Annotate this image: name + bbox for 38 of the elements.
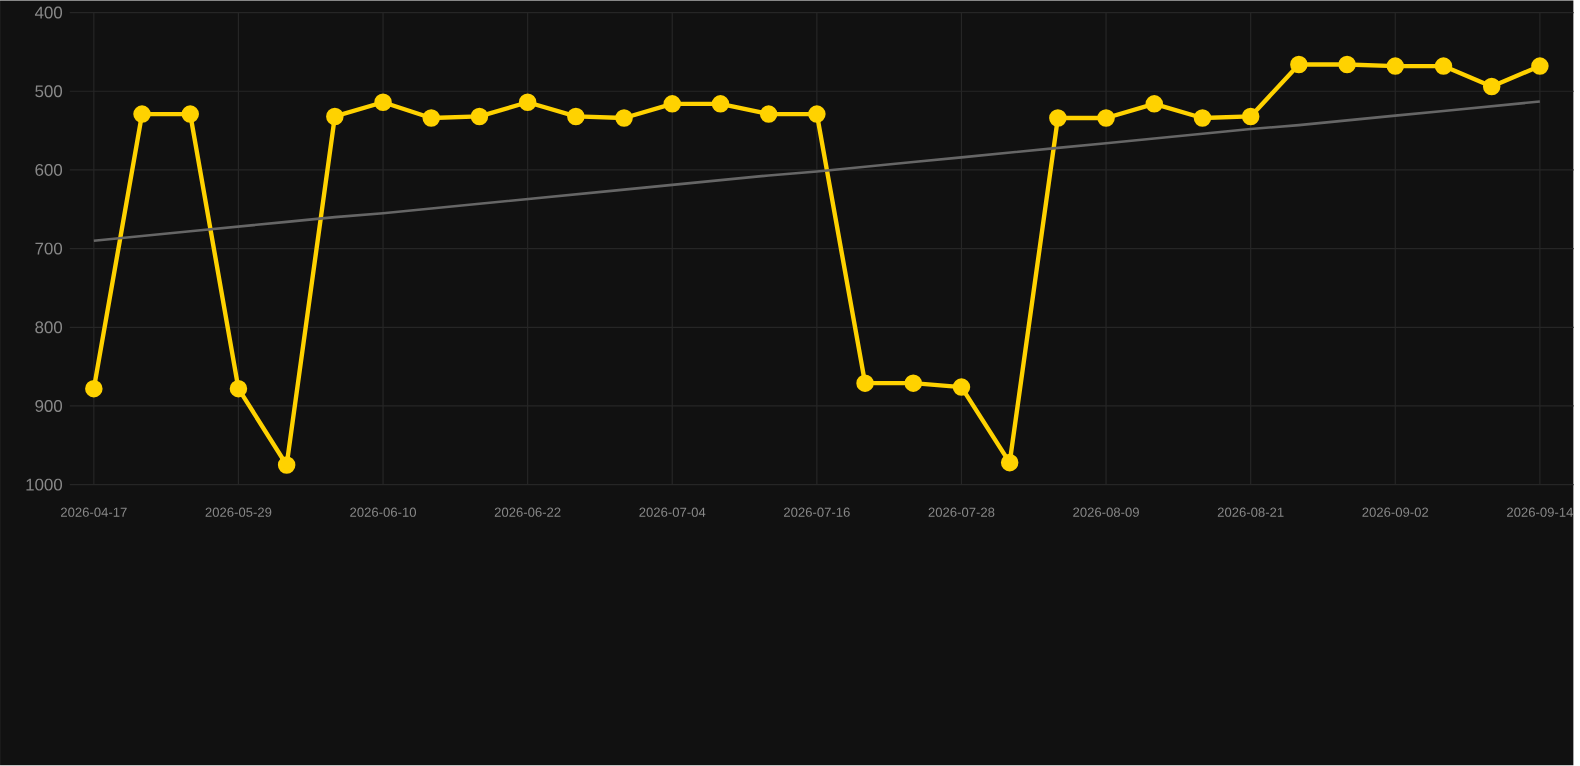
point <box>567 107 585 126</box>
point <box>1386 57 1405 76</box>
point <box>1000 454 1019 472</box>
point <box>663 95 682 113</box>
point <box>1145 95 1164 113</box>
point <box>856 374 874 393</box>
y-tick-label: 1000 <box>26 478 63 491</box>
point <box>1049 109 1067 128</box>
point <box>1338 56 1356 74</box>
y-tick-label: 800 <box>35 321 63 334</box>
point <box>759 105 778 124</box>
point <box>85 380 103 398</box>
y-tick-label: 400 <box>34 6 63 19</box>
point <box>181 105 199 124</box>
point <box>1241 107 1260 126</box>
point <box>518 93 537 112</box>
point <box>1434 57 1453 76</box>
y-tick-label: 500 <box>35 85 63 98</box>
point <box>1290 56 1308 74</box>
point <box>277 456 296 474</box>
point <box>1097 109 1115 128</box>
point <box>615 109 633 128</box>
point <box>229 380 248 398</box>
point <box>133 105 151 124</box>
y-tick-label: 700 <box>35 242 63 255</box>
point <box>374 93 392 112</box>
point <box>808 105 826 124</box>
point <box>470 107 489 126</box>
point <box>326 107 344 126</box>
point <box>1193 109 1212 128</box>
y-tick-label: 900 <box>35 400 63 413</box>
point <box>904 374 923 393</box>
point <box>1531 57 1549 76</box>
point <box>711 95 730 113</box>
y-tick-label: 600 <box>35 164 63 177</box>
point <box>422 109 441 128</box>
point <box>952 378 971 397</box>
point <box>1482 78 1501 96</box>
